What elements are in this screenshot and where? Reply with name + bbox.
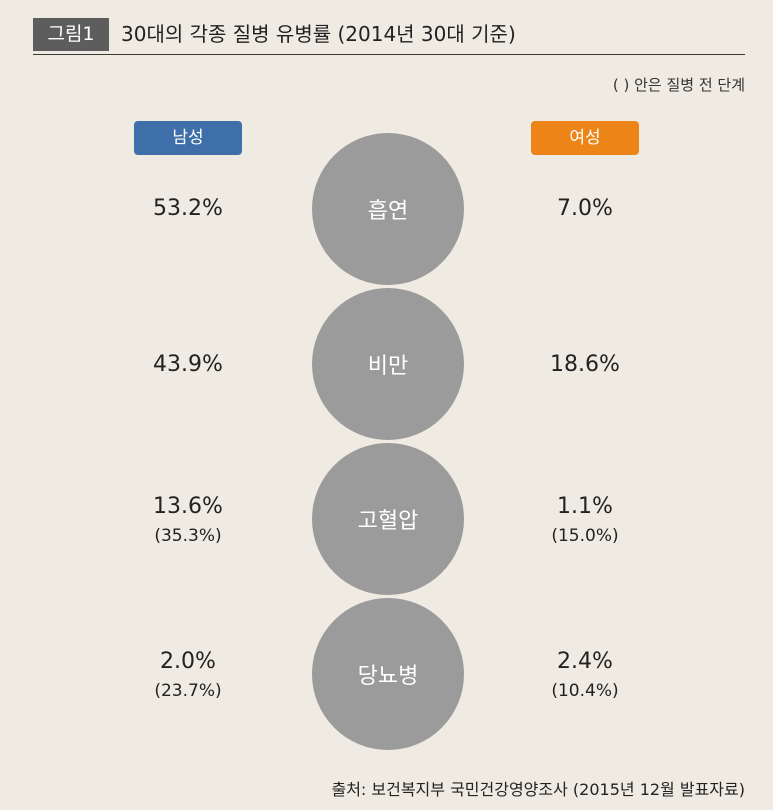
male-rate: 2.0% <box>160 649 216 674</box>
disease-circle: 고혈압 <box>312 443 464 595</box>
disease-circle: 당뇨병 <box>312 598 464 750</box>
bracket-note: ( ) 안은 질병 전 단계 <box>612 76 745 94</box>
disease-label: 고혈압 <box>357 509 419 534</box>
chart-title: 30대의 각종 질병 유병률 (2014년 30대 기준) <box>121 22 516 46</box>
female-pre-stage-rate: (10.4%) <box>551 681 619 701</box>
source-note: 출처: 보건복지부 국민건강영양조사 (2015년 12월 발표자료) <box>331 780 745 799</box>
male-pre-stage-rate: (35.3%) <box>154 526 222 546</box>
female-value: 18.6% <box>485 352 685 378</box>
disease-label: 비만 <box>367 354 409 379</box>
male-pre-stage-rate: (23.7%) <box>154 681 222 701</box>
male-rate: 53.2% <box>153 196 223 221</box>
female-rate: 1.1% <box>557 494 613 519</box>
disease-circle: 흡연 <box>312 133 464 285</box>
male-value: 43.9% <box>88 352 288 378</box>
female-value: 7.0% <box>485 196 685 222</box>
male-value: 2.0% (23.7%) <box>88 649 288 703</box>
figure-label-badge: 그림1 <box>33 18 109 51</box>
female-rate: 18.6% <box>550 352 620 377</box>
legend-female: 여성 <box>531 121 639 155</box>
female-rate: 7.0% <box>557 196 613 221</box>
female-value: 2.4% (10.4%) <box>485 649 685 703</box>
figure-header: 그림1 30대의 각종 질병 유병률 (2014년 30대 기준) <box>33 14 745 55</box>
male-value: 13.6% (35.3%) <box>88 494 288 548</box>
disease-label: 흡연 <box>367 199 409 224</box>
legend-male: 남성 <box>134 121 242 155</box>
male-rate: 13.6% <box>153 494 223 519</box>
female-value: 1.1% (15.0%) <box>485 494 685 548</box>
disease-circle: 비만 <box>312 288 464 440</box>
male-value: 53.2% <box>88 196 288 222</box>
female-pre-stage-rate: (15.0%) <box>551 526 619 546</box>
disease-label: 당뇨병 <box>357 664 419 689</box>
male-rate: 43.9% <box>153 352 223 377</box>
female-rate: 2.4% <box>557 649 613 674</box>
